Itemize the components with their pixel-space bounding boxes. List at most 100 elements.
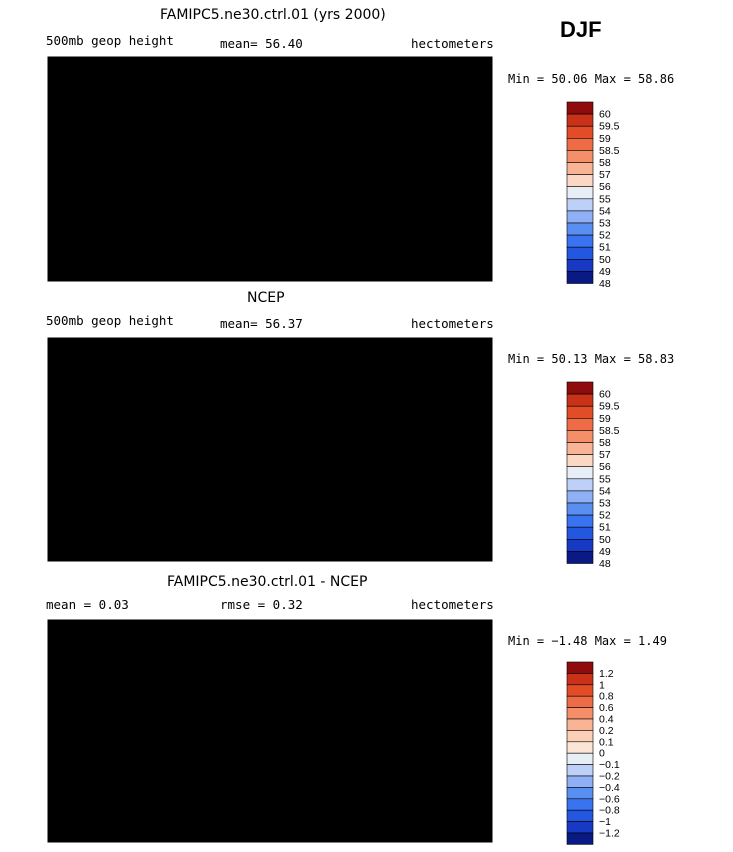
colorbars: 6059.55958.558575655545352515049486059.5…	[566, 101, 620, 845]
colorbar-swatch	[566, 234, 594, 248]
colorbar-tick-label: 51	[599, 242, 611, 254]
colorbar-tick-label: 48	[599, 278, 611, 290]
colorbar-swatch	[566, 730, 594, 743]
panel1-variable: 500mb geop height	[46, 33, 174, 48]
panel3-minmax: Min = −1.48 Max = 1.49	[508, 634, 667, 648]
colorbar-tick-label: 55	[599, 473, 611, 485]
map-panel-1	[48, 57, 492, 281]
colorbar-tick-label: 53	[599, 218, 611, 230]
colorbar-tick-label: 59	[599, 133, 611, 145]
colorbar-swatch	[566, 162, 594, 175]
colorbar-swatch	[566, 125, 594, 139]
season-label: DJF	[560, 17, 602, 42]
map-frame	[47, 56, 493, 282]
continent-outlines	[48, 345, 492, 546]
colorbar-tick-label: 58	[599, 157, 611, 169]
colorbar-tick-label: 52	[599, 230, 611, 242]
colorbar-swatch	[566, 186, 594, 200]
colorbar-swatch	[566, 798, 594, 811]
colorbar-swatch	[566, 684, 594, 697]
colorbar-swatch	[566, 741, 594, 754]
colorbar-swatch	[566, 707, 594, 720]
panel1-mean: mean= 56.40	[220, 36, 303, 51]
colorbar-tick-label: 0.1	[599, 736, 614, 748]
colorbar-tick-label: −0.6	[599, 793, 620, 805]
colorbar-tick-label: −0.8	[599, 805, 620, 817]
colorbar-swatch	[566, 673, 594, 686]
colorbar-tick-label: −1.2	[599, 828, 620, 840]
colorbar-swatch	[566, 393, 594, 407]
colorbar-tick-label: 57	[599, 449, 611, 461]
colorbar-tick-label: 50	[599, 534, 611, 546]
colorbar-swatch	[566, 695, 594, 708]
panel2-title: NCEP	[247, 290, 285, 306]
panel3-mean: mean = 0.03	[46, 597, 129, 612]
colorbar-swatch	[566, 246, 594, 260]
colorbar-tick-label: 57	[599, 169, 611, 181]
colorbar-tick-label: 58.5	[599, 145, 620, 157]
colorbar-tick-label: 49	[599, 266, 611, 278]
colorbar-swatch	[566, 661, 594, 674]
colorbar-swatch	[566, 138, 594, 151]
colorbar-tick-label: 56	[599, 461, 611, 473]
colorbar-tick-label: 54	[599, 205, 611, 217]
colorbar-tick-label: −0.2	[599, 771, 620, 783]
colorbar-tick-label: 53	[599, 498, 611, 510]
colorbar-tick-label: 0.6	[599, 702, 614, 714]
colorbar-tick-label: 59	[599, 413, 611, 425]
panel3-units: hectometers	[411, 597, 494, 612]
colorbar-swatch	[566, 752, 594, 765]
colorbar-swatch	[566, 258, 594, 272]
colorbar-tick-label: 60	[599, 109, 611, 121]
panel3-title: FAMIPC5.ne30.ctrl.01 - NCEP	[167, 574, 368, 590]
colorbar-tick-label: −1	[599, 816, 611, 828]
panel1-minmax: Min = 50.06 Max = 58.86	[508, 72, 675, 86]
colorbar-swatch	[566, 787, 594, 800]
panel2-mean: mean= 56.37	[220, 316, 303, 331]
continent-outlines	[48, 64, 492, 266]
map-panel-3	[48, 620, 492, 842]
colorbar-swatch	[566, 430, 594, 443]
panel2-units: hectometers	[411, 316, 494, 331]
colorbar-swatch	[566, 417, 594, 431]
colorbar-swatch	[566, 514, 594, 528]
colorbar-tick-label: 1.2	[599, 668, 614, 680]
continent-outlines	[48, 627, 492, 827]
colorbar-swatch	[566, 502, 594, 516]
colorbar-swatch	[566, 150, 594, 163]
colorbar-tick-label: 54	[599, 485, 611, 497]
panel1-title: FAMIPC5.ne30.ctrl.01 (yrs 2000)	[160, 7, 386, 23]
colorbar-swatch	[566, 466, 594, 480]
colorbar-swatch	[566, 526, 594, 540]
colorbar-tick-label: 52	[599, 510, 611, 522]
colorbar-swatch	[566, 538, 594, 552]
colorbar-swatch	[566, 222, 594, 236]
colorbar-swatch	[566, 271, 594, 284]
colorbar-swatch	[566, 764, 594, 777]
colorbar-tick-label: 0.4	[599, 714, 614, 726]
colorbar-swatch	[566, 832, 594, 845]
colorbar-swatch	[566, 101, 594, 115]
colorbar-tick-label: 0.8	[599, 691, 614, 703]
colorbar-swatch	[566, 174, 594, 188]
colorbar-tick-label: 56	[599, 181, 611, 193]
colorbar-swatch	[566, 775, 594, 788]
colorbar-3: 1.210.80.60.40.20.10−0.1−0.2−0.4−0.6−0.8…	[566, 661, 620, 845]
colorbar-tick-label: 59.5	[599, 401, 620, 413]
colorbar-swatch	[566, 821, 594, 834]
colorbar-swatch	[566, 113, 594, 127]
colorbar-tick-label: 59.5	[599, 121, 620, 133]
colorbar-swatch	[566, 490, 594, 504]
colorbar-tick-label: 60	[599, 389, 611, 401]
colorbar-tick-label: 51	[599, 522, 611, 534]
panel1-units: hectometers	[411, 36, 494, 51]
colorbar-tick-label: 55	[599, 193, 611, 205]
colorbar-swatch	[566, 809, 594, 822]
colorbar-tick-label: 58.5	[599, 425, 620, 437]
map-frame	[47, 337, 493, 562]
colorbar-tick-label: −0.1	[599, 759, 620, 771]
colorbar-tick-label: 0	[599, 748, 605, 760]
